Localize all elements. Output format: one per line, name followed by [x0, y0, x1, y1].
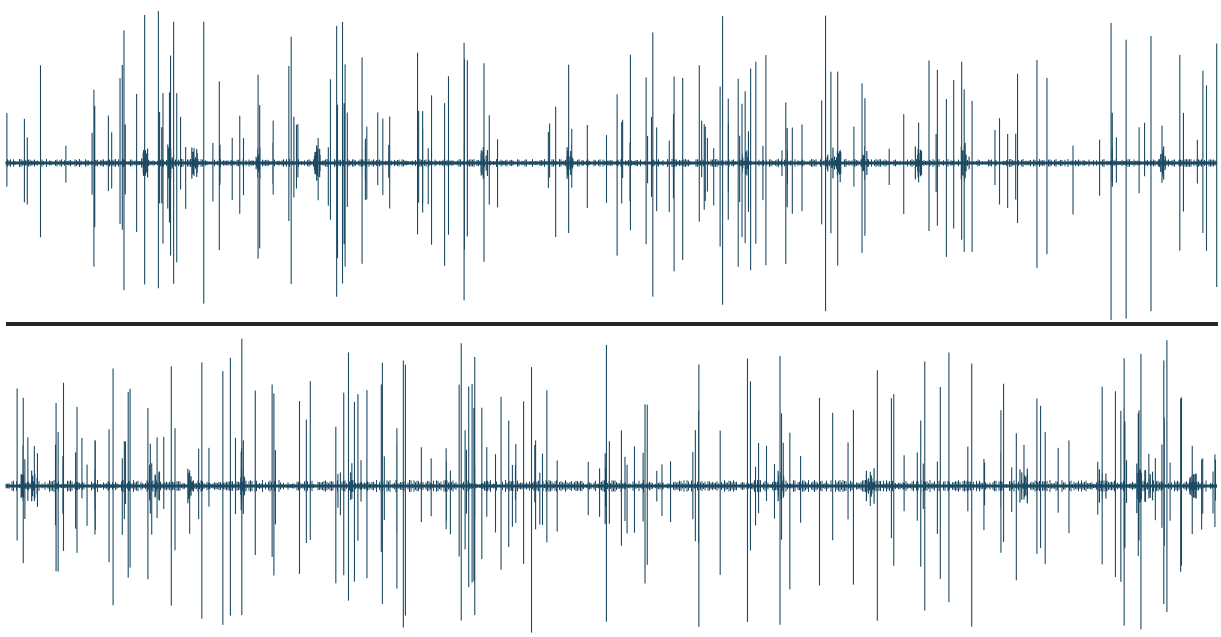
waveform-track-channel-1[interactable]: [0, 0, 1221, 323]
waveform-channel-1[interactable]: [0, 0, 1221, 323]
waveform-channel-2[interactable]: [0, 328, 1221, 637]
channel-divider[interactable]: [6, 322, 1218, 326]
waveform-track-channel-2[interactable]: [0, 328, 1221, 637]
